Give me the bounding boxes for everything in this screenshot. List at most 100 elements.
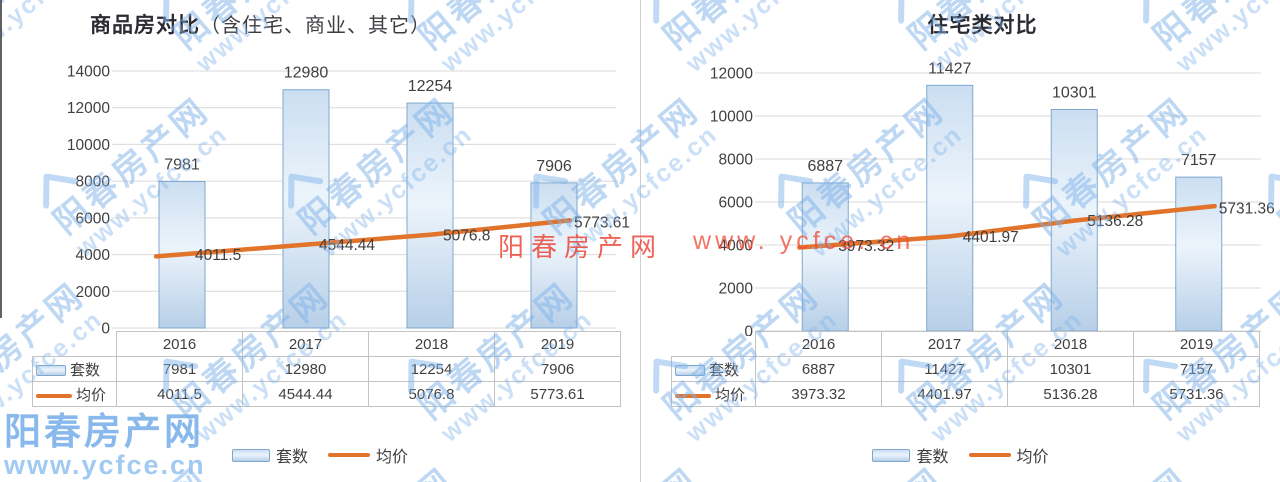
series-label: 套数 [709, 361, 740, 379]
bar-value-label: 7981 [164, 156, 200, 173]
bar-series-key-icon [872, 448, 911, 462]
y-axis-tick-label: 10000 [710, 109, 753, 126]
y-axis-tick-label: 12000 [710, 66, 753, 83]
line-value-label: 5136.28 [1087, 213, 1143, 230]
chart-panel-left: 商品房对比（含住宅、商业、其它） 0 2000 4000 6000 8000 10000 1… [2, 0, 638, 482]
bar-series-key-icon [675, 365, 705, 377]
series-label: 均价 [76, 386, 107, 404]
table-cell: 5773.61 [494, 381, 621, 407]
table-cell: 5076.8 [368, 381, 495, 407]
table-corner-cell [33, 332, 117, 357]
table-cell: 均价 [671, 381, 756, 407]
y-axis-tick-label: 8000 [76, 174, 111, 191]
bar-value-label: 10301 [1052, 85, 1097, 102]
line-series-key-icon [328, 453, 370, 457]
y-axis-tick-label: 8000 [719, 152, 754, 169]
chart-title-right: 住宅类对比 [663, 9, 1280, 39]
bar [530, 182, 578, 329]
bar-value-label: 11427 [928, 60, 971, 77]
line-value-label: 4011.5 [195, 247, 241, 264]
table-cell: 2019 [1133, 331, 1260, 357]
chart-title-left: 商品房对比（含住宅、商业、其它） [90, 9, 431, 39]
y-axis-tick-label: 4000 [719, 238, 754, 255]
table-cell: 7906 [494, 356, 621, 382]
bar [801, 182, 849, 332]
line-value-label: 4401.97 [963, 229, 1019, 246]
bar [1175, 176, 1223, 332]
table-cell: 4544.44 [242, 381, 369, 407]
y-axis-tick-label: 6000 [719, 195, 754, 212]
y-axis-tick-label: 14000 [67, 64, 110, 81]
line-series-key-icon [36, 393, 72, 398]
bar-series-label: 套数 [275, 449, 308, 466]
bar-series-key-icon [231, 448, 270, 462]
price-line [153, 218, 573, 259]
table-corner-cell [672, 332, 756, 357]
bar [406, 102, 454, 329]
table-cell: 套数 [32, 356, 117, 382]
y-axis-tick-label: 0 [744, 324, 753, 337]
data-table-right: 2016 2017 2018 2019 套数 6887 11427 10301 7157 均价 39… [671, 331, 1260, 407]
y-axis-tick-label: 6000 [76, 210, 111, 227]
chart-title-note: （含住宅、商业、其它） [200, 15, 431, 37]
table-cell: 2016 [755, 331, 882, 357]
y-axis-tick-label: 12000 [67, 100, 110, 117]
table-cell: 7981 [116, 356, 243, 382]
y-axis-tick-label: 4000 [76, 247, 111, 264]
left-edge-border [0, 0, 2, 318]
y-axis-tick-label: 2000 [719, 281, 754, 298]
table-cell: 5136.28 [1007, 381, 1134, 407]
table-cell: 10301 [1007, 356, 1134, 382]
data-table-left: 2016 2017 2018 2019 套数 7981 12980 12254 7906 均价 40… [32, 331, 621, 407]
table-cell: 2018 [368, 331, 495, 357]
table-cell: 12980 [242, 356, 369, 382]
table-cell: 6887 [755, 356, 882, 382]
line-value-label: 4544.44 [319, 237, 375, 254]
chart-title-text: 商品房对比 [90, 14, 200, 37]
table-cell: 4011.5 [116, 381, 243, 407]
chart-panel-right: 住宅类对比 0 2000 4000 6000 8000 10000 12000 6887 114… [640, 0, 1280, 482]
bar [282, 89, 330, 329]
y-axis-tick-label: 10000 [67, 137, 110, 154]
chart-title-text: 住宅类对比 [927, 14, 1038, 37]
table-cell: 7157 [1133, 356, 1260, 382]
table-cell: 2017 [881, 331, 1008, 357]
line-value-label: 5731.36 [1219, 200, 1275, 217]
bar-value-label: 12980 [284, 65, 329, 82]
bar-value-label: 7906 [536, 158, 572, 175]
table-cell: 2016 [116, 331, 243, 357]
line-value-label: 3973.32 [838, 238, 894, 255]
table-cell: 4401.97 [881, 381, 1008, 407]
bar-series-label: 套数 [916, 449, 949, 466]
table-cell: 套数 [671, 356, 756, 382]
chart-legend-right: 套数 均价 [641, 443, 1280, 467]
price-line [797, 203, 1217, 250]
line-value-label: 5773.61 [574, 215, 630, 232]
table-cell: 2018 [1007, 331, 1134, 357]
chart-canvas-right: 0 2000 4000 6000 8000 10000 12000 6887 11427 1030… [710, 60, 1275, 337]
series-label: 套数 [70, 361, 101, 379]
table-cell: 5731.36 [1133, 381, 1260, 407]
line-series-key-icon [675, 393, 711, 398]
table-cell: 3973.32 [755, 381, 882, 407]
line-series-label: 均价 [376, 449, 409, 466]
chart-legend-left: 套数 均价 [2, 443, 638, 467]
bar [926, 84, 974, 332]
bar-value-label: 7157 [1181, 152, 1217, 169]
table-cell: 12254 [368, 356, 495, 382]
line-value-label: 5076.8 [443, 227, 490, 244]
table-cell: 11427 [881, 356, 1008, 382]
chart-canvas-left: 0 2000 4000 6000 8000 10000 12000 14000 7981 1298… [67, 64, 630, 337]
bar-value-label: 12254 [408, 78, 453, 95]
line-series-key-icon [968, 453, 1011, 457]
table-cell: 均价 [32, 381, 117, 407]
bar-value-label: 6887 [807, 158, 843, 175]
line-series-label: 均价 [1016, 449, 1049, 466]
table-cell: 2019 [494, 331, 621, 357]
table-cell: 2017 [242, 331, 369, 357]
bar-series-key-icon [36, 365, 66, 377]
y-axis-tick-label: 0 [101, 321, 110, 337]
y-axis-tick-label: 2000 [76, 284, 111, 301]
series-label: 均价 [715, 386, 746, 404]
